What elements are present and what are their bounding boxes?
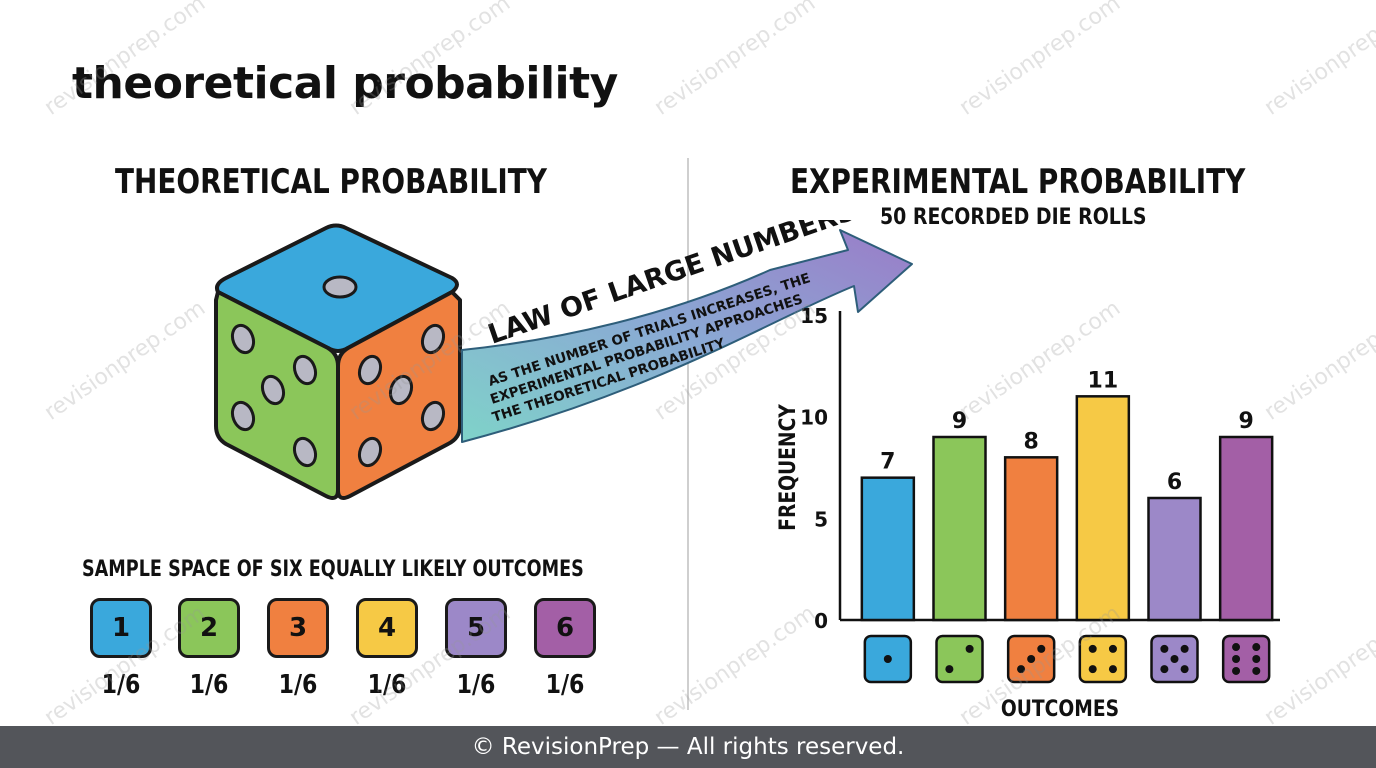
- bar-value-label: 11: [1088, 368, 1119, 393]
- die-pip: [1027, 655, 1036, 663]
- bar-value-label: 7: [880, 450, 895, 475]
- bar-value-label: 6: [1167, 470, 1182, 495]
- die-pip: [1180, 644, 1189, 653]
- outcome-box-1: 1: [90, 598, 152, 658]
- y-tick-label: 5: [814, 507, 828, 531]
- watermark-text: revisionprep.com: [40, 295, 211, 426]
- die-face-4-icon: [1078, 634, 1128, 684]
- footer-text: © RevisionPrep — All rights reserved.: [471, 734, 905, 760]
- bar-value-label: 8: [1024, 429, 1039, 454]
- outcome-box-3: 3: [267, 598, 329, 658]
- watermark-text: revisionprep.com: [955, 0, 1126, 121]
- die-pip: [1037, 644, 1046, 653]
- outcome-probability-5: 1/6: [456, 670, 496, 700]
- experimental-section-title: EXPERIMENTAL PROBABILITY: [790, 162, 1246, 202]
- die-pip: [965, 644, 974, 653]
- bar-value-label: 9: [1239, 409, 1254, 434]
- die-pip: [1252, 655, 1261, 663]
- die-pip: [1232, 643, 1241, 652]
- outcome-box-5: 5: [445, 598, 507, 658]
- die-pip: [1180, 665, 1189, 674]
- y-tick-label: 15: [800, 304, 828, 328]
- outcome-box-6: 6: [534, 598, 596, 658]
- bar-6: [1218, 435, 1274, 622]
- die-pip: [1108, 665, 1117, 674]
- die-pip: [883, 655, 892, 663]
- outcome-probability-4: 1/6: [367, 670, 407, 700]
- watermark-text: revisionprep.com: [1260, 0, 1376, 121]
- die-pip: [1252, 666, 1261, 675]
- outcome-probability-1: 1/6: [101, 670, 141, 700]
- die-pip: [1160, 665, 1169, 674]
- die-pip: [945, 665, 954, 674]
- x-axis-label: OUTCOMES: [1001, 696, 1119, 722]
- die-illustration: [214, 223, 462, 500]
- section-divider: [687, 158, 689, 710]
- die-pip: [1160, 644, 1169, 653]
- outcome-probability-3: 1/6: [278, 670, 318, 700]
- outcome-label: 1: [111, 613, 131, 643]
- y-tick-label: 10: [800, 406, 828, 430]
- die-pip: [1232, 655, 1241, 663]
- bar-3: [1003, 456, 1059, 622]
- theoretical-section-title: THEORETICAL PROBABILITY: [115, 162, 547, 202]
- die-pip: [1088, 644, 1097, 653]
- y-axis-label: FREQUENCY: [775, 404, 801, 531]
- outcome-box-4: 4: [356, 598, 418, 658]
- outcome-label: 3: [288, 613, 308, 643]
- die-pip: [1108, 644, 1117, 653]
- frequency-bar-chart: 0 5 10 15 FREQUENCY 7 9 8 11 6 9 OUTCOMES: [775, 304, 1280, 722]
- bar-2: [932, 435, 987, 622]
- die-pip: [1170, 655, 1179, 663]
- outcome-label: 4: [377, 613, 397, 643]
- arrow-shape-icon: [461, 229, 913, 443]
- experimental-subtitle: 50 RECORDED DIE ROLLS: [880, 205, 1147, 230]
- outcome-probability-6: 1/6: [545, 670, 585, 700]
- page-title: theoretical probability: [72, 58, 618, 109]
- bar-value-label: 9: [952, 409, 967, 434]
- bar-5: [1147, 496, 1202, 622]
- bar-4: [1075, 395, 1131, 622]
- outcome-probability-2: 1/6: [189, 670, 229, 700]
- die-icon: [214, 223, 462, 500]
- y-tick-label: 0: [814, 609, 828, 633]
- outcome-label: 2: [199, 613, 219, 643]
- sample-space-title: SAMPLE SPACE OF SIX EQUALLY LIKELY OUTCO…: [82, 557, 584, 582]
- die-pip: [1017, 665, 1026, 674]
- die-pip: [1088, 665, 1097, 674]
- die-face-6-icon: [1221, 634, 1271, 684]
- outcome-label: 6: [555, 613, 575, 643]
- die-pip: [1252, 643, 1261, 652]
- die-pip: [1232, 666, 1241, 675]
- bar-1: [860, 476, 916, 622]
- outcome-box-2: 2: [178, 598, 240, 658]
- law-of-large-numbers-arrow: LAW OF LARGE NUMBERS AS THE NUMBER OF TR…: [461, 220, 913, 443]
- watermark-text: revisionprep.com: [650, 0, 821, 121]
- footer: © RevisionPrep — All rights reserved.: [0, 726, 1376, 768]
- die-face-2-icon: [935, 634, 984, 684]
- outcome-label: 5: [466, 613, 486, 643]
